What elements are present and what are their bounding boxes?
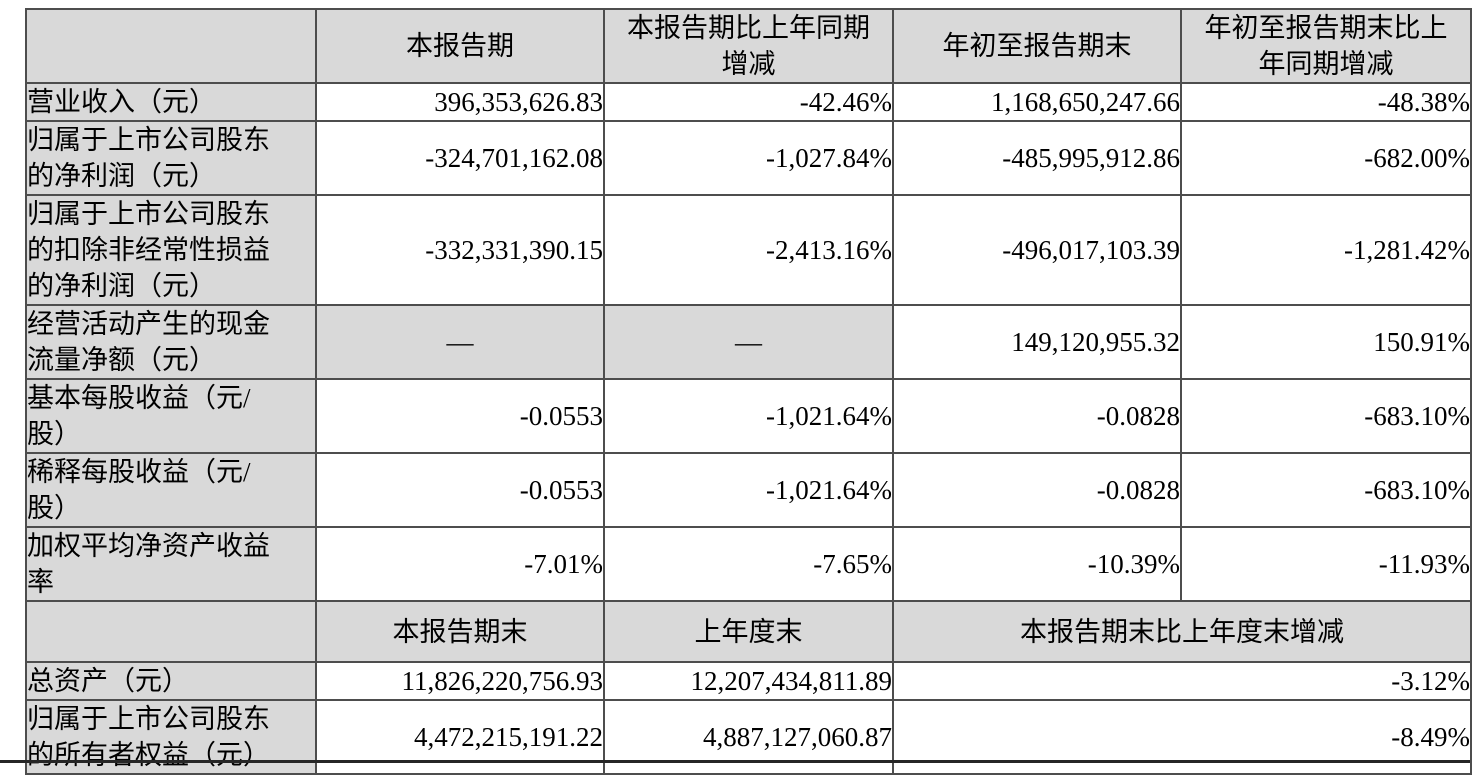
row-label: 基本每股收益（元/ 股） [25,378,317,454]
cell-dash: — [315,304,605,380]
cell-value: 396,353,626.83 [315,82,605,122]
cell-value: -7.65% [603,526,894,602]
header-blank-cell [25,8,317,84]
cell-value: -1,027.84% [603,120,894,196]
cell-value: 12,207,434,811.89 [603,661,894,701]
col-header-current-vs-prior: 本报告期比上年同期 增减 [603,8,894,84]
cell-value: -48.38% [1180,82,1472,122]
cell-value: -0.0553 [315,378,605,454]
cell-value: -7.01% [315,526,605,602]
table-bottom-rule [0,760,1470,763]
table-row-operating-cash-flow: 经营活动产生的现金 流量净额（元） — — 149,120,955.32 150… [25,304,1472,380]
col-header-end-of-period: 本报告期末 [315,600,605,663]
col-header-end-of-prior-year: 上年度末 [603,600,894,663]
cell-value: -332,331,390.15 [315,194,605,306]
cell-value: -485,995,912.86 [892,120,1182,196]
cell-value: -2,413.16% [603,194,894,306]
cell-value: 1,168,650,247.66 [892,82,1182,122]
table-row-revenue: 营业收入（元） 396,353,626.83 -42.46% 1,168,650… [25,82,1472,122]
header-row-period-end: 本报告期末 上年度末 本报告期末比上年度末增减 [25,600,1472,663]
row-label: 经营活动产生的现金 流量净额（元） [25,304,317,380]
table-row-basic-eps: 基本每股收益（元/ 股） -0.0553 -1,021.64% -0.0828 … [25,378,1472,454]
cell-value: -683.10% [1180,452,1472,528]
cell-dash: — [603,304,894,380]
cell-value: -0.0553 [315,452,605,528]
header-row-period: 本报告期 本报告期比上年同期 增减 年初至报告期末 年初至报告期末比上 年同期增… [25,8,1472,84]
table-row-weighted-avg-roe: 加权平均净资产收益 率 -7.01% -7.65% -10.39% -11.93… [25,526,1472,602]
row-label: 加权平均净资产收益 率 [25,526,317,602]
table-row-net-profit-excl-nonrecurring: 归属于上市公司股东 的扣除非经常性损益 的净利润（元） -332,331,390… [25,194,1472,306]
cell-value: -0.0828 [892,378,1182,454]
financial-summary-table: 本报告期 本报告期比上年同期 增减 年初至报告期末 年初至报告期末比上 年同期增… [25,8,1472,775]
cell-value: -42.46% [603,82,894,122]
row-label: 归属于上市公司股东 的净利润（元） [25,120,317,196]
cell-value: -324,701,162.08 [315,120,605,196]
row-label: 归属于上市公司股东 的扣除非经常性损益 的净利润（元） [25,194,317,306]
cell-value: 150.91% [1180,304,1472,380]
table-row-total-assets: 总资产（元） 11,826,220,756.93 12,207,434,811.… [25,661,1472,701]
row-label: 总资产（元） [25,661,317,701]
cell-value: -3.12% [892,661,1472,701]
cell-value: -1,021.64% [603,452,894,528]
cell-value: -11.93% [1180,526,1472,602]
cell-value: -1,021.64% [603,378,894,454]
cell-value: -1,281.42% [1180,194,1472,306]
row-label: 营业收入（元） [25,82,317,122]
row-label: 稀释每股收益（元/ 股） [25,452,317,528]
cell-value: -0.0828 [892,452,1182,528]
table-row-net-profit: 归属于上市公司股东 的净利润（元） -324,701,162.08 -1,027… [25,120,1472,196]
cell-value: -683.10% [1180,378,1472,454]
col-header-ytd-vs-prior: 年初至报告期末比上 年同期增减 [1180,8,1472,84]
header-blank-cell [25,600,317,663]
cell-value: -10.39% [892,526,1182,602]
col-header-period-end-change: 本报告期末比上年度末增减 [892,600,1472,663]
col-header-current-period: 本报告期 [315,8,605,84]
cell-value: -496,017,103.39 [892,194,1182,306]
col-header-ytd: 年初至报告期末 [892,8,1182,84]
cell-value: 11,826,220,756.93 [315,661,605,701]
cell-value: 149,120,955.32 [892,304,1182,380]
table-row-diluted-eps: 稀释每股收益（元/ 股） -0.0553 -1,021.64% -0.0828 … [25,452,1472,528]
cell-value: -682.00% [1180,120,1472,196]
